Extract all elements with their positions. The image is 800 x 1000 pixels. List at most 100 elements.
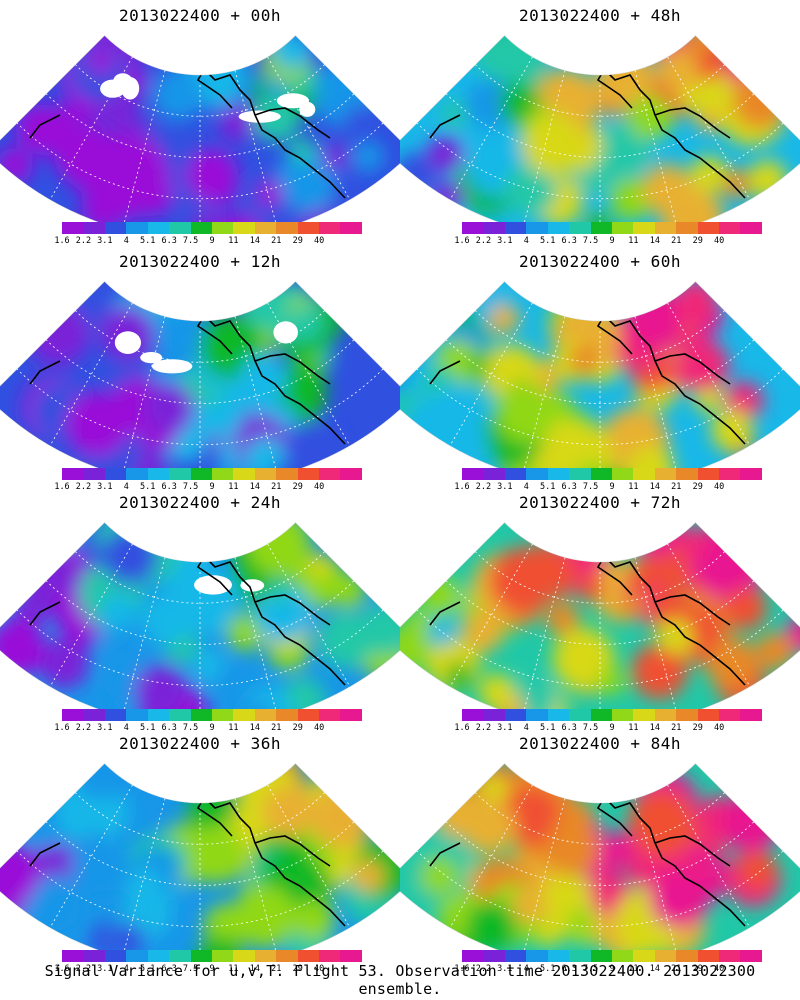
polar-map (0, 281, 400, 471)
color-swatch (504, 709, 527, 721)
scale-tick-label: 7.5 (182, 964, 199, 974)
scale-tick-label: 29 (692, 964, 703, 974)
scale-tick-label: 9 (209, 236, 215, 246)
scale-tick-label: 5.1 (140, 723, 156, 733)
polar-map (400, 522, 800, 712)
color-swatch (569, 222, 591, 234)
scale-tick-label: 5.1 (540, 964, 556, 974)
color-scale-bar (462, 709, 762, 721)
scale-tick-label: 3.1 (497, 482, 513, 492)
color-swatch (740, 222, 762, 234)
color-swatch (104, 468, 127, 480)
scale-tick-label: 11 (228, 723, 239, 733)
color-swatch (547, 222, 570, 234)
scale-tick-label: 1.6 (54, 723, 70, 733)
color-scale-labels: 1.6 2.2 3.1 4 5.1 6.3 7.5 9 11 14 21 29 40 (54, 236, 368, 246)
color-swatch (526, 468, 548, 480)
scale-tick-label: 4 (123, 482, 129, 492)
color-swatch (319, 468, 341, 480)
variance-field (0, 35, 400, 225)
coastline (29, 792, 346, 927)
color-scale-labels: 1.6 2.2 3.1 4 5.1 6.3 7.5 9 11 14 21 29 40 (54, 723, 368, 733)
scale-tick-label: 40 (714, 964, 725, 974)
color-swatch (62, 468, 84, 480)
color-swatch (126, 950, 148, 962)
color-swatch (104, 950, 127, 962)
scale-tick-label: 5.1 (140, 964, 156, 974)
color-swatch (297, 468, 320, 480)
color-swatch (483, 468, 505, 480)
scale-tick-label: 6.3 (561, 482, 577, 492)
color-swatch (340, 222, 362, 234)
scale-tick-label: 2.2 (475, 964, 492, 974)
color-swatch (104, 222, 127, 234)
scale-tick-label: 5.1 (140, 236, 156, 246)
scale-tick-label: 6.3 (161, 723, 177, 733)
color-scale-bar (462, 468, 762, 480)
color-swatch (297, 222, 320, 234)
color-swatch (504, 950, 527, 962)
color-swatch (654, 950, 677, 962)
color-scale-bar (62, 222, 362, 234)
color-swatch (611, 950, 634, 962)
panel-title: 2013022400 + 60h (518, 252, 682, 271)
color-swatch (590, 950, 612, 962)
color-swatch (526, 709, 548, 721)
scale-tick-label: 9 (609, 964, 615, 974)
color-swatch (633, 950, 655, 962)
color-scale-labels: 1.6 2.2 3.1 4 5.1 6.3 7.5 9 11 14 21 29 40 (454, 236, 768, 246)
scale-tick-label: 4 (123, 964, 129, 974)
scale-tick-label: 3.1 (97, 723, 113, 733)
scale-tick-label: 29 (292, 236, 303, 246)
color-swatch (233, 709, 255, 721)
color-swatch (62, 950, 84, 962)
color-swatch (590, 222, 612, 234)
color-swatch (483, 709, 505, 721)
scale-tick-label: 2.2 (75, 482, 92, 492)
scale-tick-label: 14 (249, 482, 260, 492)
color-swatch (62, 222, 84, 234)
scale-tick-label: 7.5 (182, 236, 199, 246)
scale-tick-label: 1.6 (454, 723, 470, 733)
scale-tick-label: 21 (271, 482, 282, 492)
color-swatch (319, 222, 341, 234)
scale-tick-label: 9 (609, 236, 615, 246)
coastline (429, 551, 746, 686)
scale-tick-label: 9 (609, 723, 615, 733)
scale-tick-label: 14 (649, 236, 660, 246)
scale-tick-label: 7.5 (582, 236, 599, 246)
color-swatch (276, 468, 298, 480)
color-swatch (740, 709, 762, 721)
coastline (29, 310, 346, 445)
variance-field (400, 522, 800, 712)
color-swatch (190, 222, 212, 234)
scale-tick-label: 7.5 (582, 964, 599, 974)
panel-title: 2013022400 + 84h (518, 734, 682, 753)
color-swatch (83, 950, 105, 962)
color-swatch (340, 709, 362, 721)
color-swatch (319, 709, 341, 721)
color-swatch (169, 709, 191, 721)
scale-tick-label: 7.5 (182, 723, 199, 733)
variance-field (400, 281, 800, 471)
panel-title: 2013022400 + 36h (118, 734, 282, 753)
scale-tick-label: 2.2 (475, 236, 492, 246)
polar-map (400, 281, 800, 471)
color-swatch (211, 709, 234, 721)
color-swatch (654, 709, 677, 721)
scale-tick-label: 3.1 (497, 236, 513, 246)
color-swatch (719, 468, 741, 480)
color-swatch (211, 950, 234, 962)
color-swatch (462, 222, 484, 234)
scale-tick-label: 40 (714, 482, 725, 492)
forecast-panel: 2013022400 + 60h 1.6 2.2 3.1 4 5.1 6.3 7.5 9 11 14… (400, 246, 800, 492)
scale-tick-label: 2.2 (475, 482, 492, 492)
scale-tick-label: 2.2 (75, 964, 92, 974)
color-swatch (719, 709, 741, 721)
scale-tick-label: 1.6 (454, 964, 470, 974)
color-scale-bar (62, 709, 362, 721)
scale-tick-label: 29 (692, 236, 703, 246)
color-swatch (569, 468, 591, 480)
color-scale-labels: 1.6 2.2 3.1 4 5.1 6.3 7.5 9 11 14 21 29 40 (454, 482, 768, 492)
scale-tick-label: 40 (714, 723, 725, 733)
